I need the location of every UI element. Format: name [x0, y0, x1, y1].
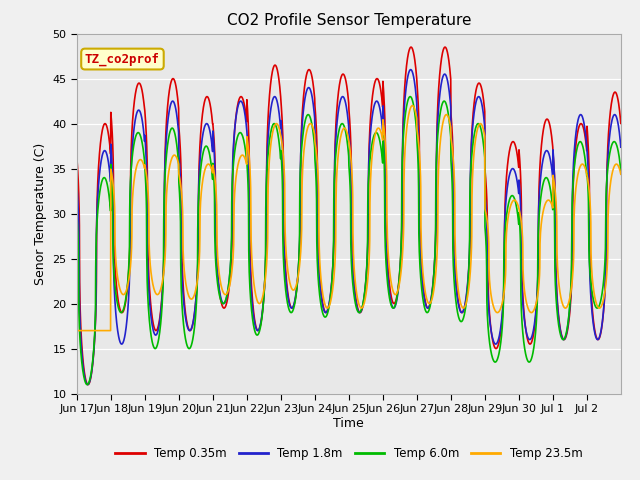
Y-axis label: Senor Temperature (C): Senor Temperature (C): [34, 143, 47, 285]
X-axis label: Time: Time: [333, 417, 364, 430]
Text: TZ_co2prof: TZ_co2prof: [85, 52, 160, 66]
Title: CO2 Profile Sensor Temperature: CO2 Profile Sensor Temperature: [227, 13, 471, 28]
Legend: Temp 0.35m, Temp 1.8m, Temp 6.0m, Temp 23.5m: Temp 0.35m, Temp 1.8m, Temp 6.0m, Temp 2…: [110, 443, 588, 465]
